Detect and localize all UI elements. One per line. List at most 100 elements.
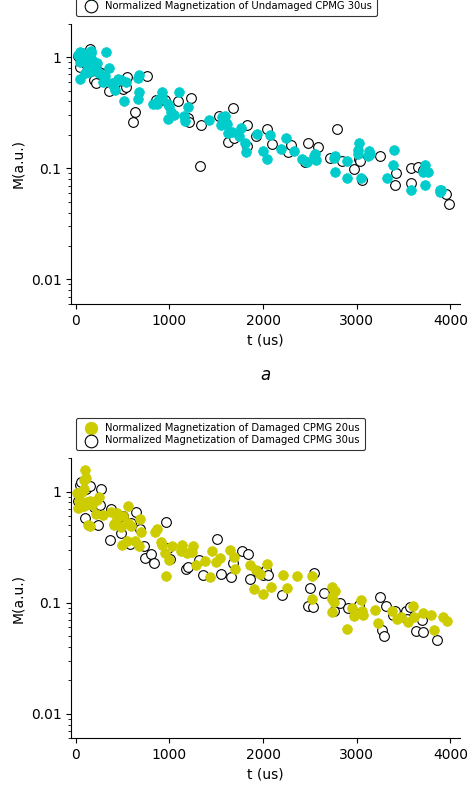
Normalized Magnetization of Undamaged CPMG 20us bbox=[88, 54, 96, 67]
Normalized Magnetization of Damaged CPMG 30us bbox=[77, 476, 85, 488]
Normalized Magnetization of Undamaged CPMG 20us bbox=[149, 98, 156, 111]
Normalized Magnetization of Damaged CPMG 30us bbox=[246, 572, 254, 585]
Normalized Magnetization of Damaged CPMG 20us bbox=[114, 507, 121, 519]
Normalized Magnetization of Undamaged CPMG 20us bbox=[121, 95, 128, 108]
X-axis label: t (us): t (us) bbox=[247, 768, 284, 782]
Normalized Magnetization of Damaged CPMG 30us bbox=[403, 613, 410, 626]
Normalized Magnetization of Damaged CPMG 20us bbox=[206, 571, 214, 584]
Normalized Magnetization of Damaged CPMG 20us bbox=[343, 622, 351, 635]
Normalized Magnetization of Damaged CPMG 30us bbox=[254, 565, 261, 578]
Normalized Magnetization of Damaged CPMG 30us bbox=[82, 511, 89, 524]
Normalized Magnetization of Damaged CPMG 20us bbox=[165, 554, 173, 567]
Normalized Magnetization of Damaged CPMG 20us bbox=[162, 569, 170, 582]
Normalized Magnetization of Damaged CPMG 30us bbox=[166, 553, 174, 565]
Normalized Magnetization of Damaged CPMG 20us bbox=[217, 552, 224, 565]
Normalized Magnetization of Damaged CPMG 20us bbox=[193, 558, 201, 571]
Normalized Magnetization of Damaged CPMG 30us bbox=[245, 548, 252, 561]
Normalized Magnetization of Damaged CPMG 20us bbox=[113, 511, 120, 524]
Normalized Magnetization of Damaged CPMG 30us bbox=[108, 503, 115, 516]
Normalized Magnetization of Damaged CPMG 30us bbox=[126, 538, 134, 550]
Normalized Magnetization of Undamaged CPMG 20us bbox=[85, 66, 93, 79]
Normalized Magnetization of Undamaged CPMG 30us bbox=[358, 174, 365, 187]
Normalized Magnetization of Damaged CPMG 20us bbox=[95, 491, 103, 503]
Normalized Magnetization of Damaged CPMG 30us bbox=[182, 562, 190, 575]
Normalized Magnetization of Undamaged CPMG 30us bbox=[122, 81, 129, 94]
Normalized Magnetization of Undamaged CPMG 30us bbox=[284, 146, 292, 159]
Normalized Magnetization of Damaged CPMG 20us bbox=[371, 604, 379, 617]
Normalized Magnetization of Undamaged CPMG 20us bbox=[123, 75, 130, 88]
Normalized Magnetization of Damaged CPMG 30us bbox=[412, 625, 419, 638]
Normalized Magnetization of Undamaged CPMG 30us bbox=[301, 156, 309, 168]
Normalized Magnetization of Damaged CPMG 30us bbox=[238, 545, 246, 557]
Normalized Magnetization of Damaged CPMG 20us bbox=[86, 519, 94, 532]
Normalized Magnetization of Undamaged CPMG 30us bbox=[224, 136, 231, 148]
Normalized Magnetization of Damaged CPMG 20us bbox=[118, 538, 125, 551]
Normalized Magnetization of Undamaged CPMG 20us bbox=[437, 183, 445, 196]
Normalized Magnetization of Undamaged CPMG 20us bbox=[357, 172, 365, 185]
Normalized Magnetization of Undamaged CPMG 30us bbox=[408, 162, 415, 175]
Normalized Magnetization of Damaged CPMG 20us bbox=[88, 495, 95, 508]
Normalized Magnetization of Undamaged CPMG 30us bbox=[326, 151, 334, 164]
Normalized Magnetization of Undamaged CPMG 20us bbox=[153, 98, 161, 110]
Normalized Magnetization of Damaged CPMG 30us bbox=[195, 554, 202, 567]
Normalized Magnetization of Damaged CPMG 30us bbox=[86, 480, 93, 493]
Normalized Magnetization of Undamaged CPMG 20us bbox=[221, 114, 228, 127]
Normalized Magnetization of Undamaged CPMG 20us bbox=[82, 67, 89, 79]
Normalized Magnetization of Damaged CPMG 30us bbox=[407, 600, 414, 613]
Normalized Magnetization of Damaged CPMG 30us bbox=[199, 569, 207, 581]
Normalized Magnetization of Undamaged CPMG 30us bbox=[196, 160, 204, 172]
Normalized Magnetization of Undamaged CPMG 30us bbox=[392, 179, 399, 191]
Normalized Magnetization of Damaged CPMG 30us bbox=[356, 599, 363, 612]
Normalized Magnetization of Undamaged CPMG 30us bbox=[333, 122, 341, 135]
Normalized Magnetization of Undamaged CPMG 30us bbox=[188, 91, 195, 104]
Normalized Magnetization of Undamaged CPMG 20us bbox=[134, 71, 142, 84]
Normalized Magnetization of Damaged CPMG 20us bbox=[83, 495, 91, 508]
Normalized Magnetization of Damaged CPMG 30us bbox=[164, 542, 172, 554]
Normalized Magnetization of Damaged CPMG 20us bbox=[77, 500, 84, 513]
Normalized Magnetization of Damaged CPMG 20us bbox=[85, 495, 93, 508]
Normalized Magnetization of Undamaged CPMG 20us bbox=[390, 144, 397, 156]
Normalized Magnetization of Damaged CPMG 20us bbox=[153, 523, 161, 536]
Normalized Magnetization of Damaged CPMG 30us bbox=[310, 566, 318, 579]
Normalized Magnetization of Damaged CPMG 20us bbox=[157, 535, 165, 548]
Normalized Magnetization of Damaged CPMG 30us bbox=[80, 498, 88, 511]
Normalized Magnetization of Damaged CPMG 20us bbox=[80, 483, 88, 495]
Normalized Magnetization of Undamaged CPMG 20us bbox=[80, 46, 87, 59]
Normalized Magnetization of Damaged CPMG 20us bbox=[357, 593, 365, 606]
Normalized Magnetization of Damaged CPMG 20us bbox=[309, 593, 316, 606]
Normalized Magnetization of Damaged CPMG 20us bbox=[93, 493, 100, 506]
Normalized Magnetization of Damaged CPMG 20us bbox=[188, 545, 195, 558]
Normalized Magnetization of Damaged CPMG 20us bbox=[328, 580, 336, 593]
Normalized Magnetization of Undamaged CPMG 30us bbox=[184, 111, 192, 124]
Normalized Magnetization of Undamaged CPMG 20us bbox=[421, 159, 428, 172]
Normalized Magnetization of Damaged CPMG 20us bbox=[74, 502, 82, 515]
Normalized Magnetization of Undamaged CPMG 20us bbox=[164, 98, 172, 110]
Normalized Magnetization of Undamaged CPMG 20us bbox=[365, 149, 372, 162]
Normalized Magnetization of Damaged CPMG 20us bbox=[388, 604, 396, 617]
Normalized Magnetization of Undamaged CPMG 30us bbox=[268, 138, 275, 151]
Normalized Magnetization of Undamaged CPMG 20us bbox=[299, 153, 306, 166]
Normalized Magnetization of Undamaged CPMG 30us bbox=[442, 187, 449, 200]
Normalized Magnetization of Damaged CPMG 20us bbox=[419, 607, 427, 619]
Normalized Magnetization of Undamaged CPMG 20us bbox=[224, 127, 231, 140]
Normalized Magnetization of Damaged CPMG 30us bbox=[230, 557, 237, 570]
Normalized Magnetization of Undamaged CPMG 20us bbox=[291, 145, 298, 157]
Normalized Magnetization of Damaged CPMG 20us bbox=[209, 544, 216, 557]
Normalized Magnetization of Undamaged CPMG 20us bbox=[263, 152, 271, 165]
Normalized Magnetization of Undamaged CPMG 20us bbox=[354, 148, 362, 160]
Normalized Magnetization of Damaged CPMG 30us bbox=[185, 561, 192, 573]
Normalized Magnetization of Undamaged CPMG 20us bbox=[78, 48, 85, 60]
Normalized Magnetization of Damaged CPMG 20us bbox=[99, 509, 107, 522]
Normalized Magnetization of Undamaged CPMG 20us bbox=[167, 106, 174, 118]
Normalized Magnetization of Undamaged CPMG 20us bbox=[109, 79, 116, 91]
Normalized Magnetization of Undamaged CPMG 20us bbox=[312, 153, 320, 166]
Normalized Magnetization of Damaged CPMG 20us bbox=[374, 616, 382, 629]
Normalized Magnetization of Undamaged CPMG 30us bbox=[91, 74, 98, 87]
Normalized Magnetization of Undamaged CPMG 20us bbox=[330, 152, 337, 164]
Normalized Magnetization of Undamaged CPMG 20us bbox=[87, 64, 94, 76]
Normalized Magnetization of Undamaged CPMG 20us bbox=[155, 93, 163, 106]
Legend: Normalized Magnetization of Damaged CPMG 20us, Normalized Magnetization of Damag: Normalized Magnetization of Damaged CPMG… bbox=[76, 418, 365, 450]
Normalized Magnetization of Undamaged CPMG 30us bbox=[129, 115, 137, 128]
Normalized Magnetization of Damaged CPMG 20us bbox=[226, 544, 233, 557]
Normalized Magnetization of Damaged CPMG 20us bbox=[78, 495, 85, 508]
